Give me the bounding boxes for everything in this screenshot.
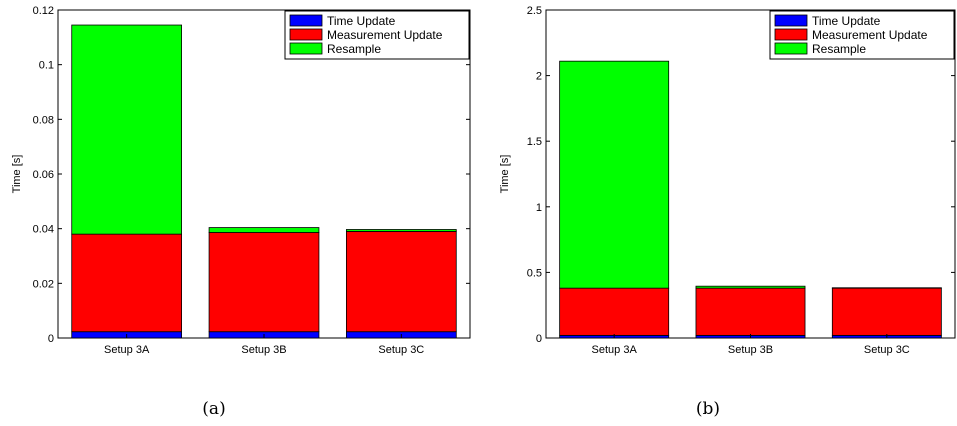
bar-resample [71, 24, 182, 235]
y-tick-label: 2 [536, 71, 542, 83]
figure-caption: (b) [696, 399, 720, 419]
legend-label: Time Update [812, 14, 881, 28]
y-tick-label: 0.08 [33, 114, 54, 126]
legend-label: Time Update [327, 14, 396, 28]
legend-swatch [774, 42, 808, 55]
y-tick-label: 1.5 [527, 136, 542, 148]
y-axis-label: Time [s] [11, 155, 23, 194]
bar-measurement-update [71, 233, 182, 333]
y-axis-label: Time [s] [499, 155, 511, 194]
legend-swatch [774, 28, 808, 41]
legend-swatch [289, 14, 323, 27]
y-tick-label: 0.06 [33, 169, 54, 181]
x-tick-label: Setup 3C [864, 344, 910, 356]
y-tick-label: 0.02 [33, 278, 54, 290]
y-tick-label: 0 [536, 333, 542, 345]
legend-label: Measurement Update [812, 28, 928, 42]
x-tick-label: Setup 3C [378, 344, 424, 356]
bar-resample [208, 227, 320, 233]
chart-b: 0 0.5 1 1.5 2 2.5 Time [s] Setup 3A Setup 3B Setu… [499, 5, 956, 419]
figure-caption: (a) [202, 399, 225, 419]
bar-measurement-update [831, 287, 942, 336]
x-tick-label: Setup 3B [241, 344, 286, 356]
y-tick-label: 0.5 [527, 267, 542, 279]
x-tick-label: Setup 3A [104, 344, 150, 356]
chart-a: 0 0.02 0.04 0.06 0.08 0.1 0.12 Time [s] Setup 3A… [11, 5, 471, 419]
x-tick-label: Setup 3A [592, 344, 638, 356]
legend-swatch [289, 28, 323, 41]
legend-label: Measurement Update [327, 28, 443, 42]
x-tick-label: Setup 3B [728, 344, 773, 356]
y-tick-label: 0.04 [33, 224, 54, 236]
bar-resample [345, 229, 457, 232]
bar-resample [695, 285, 806, 289]
bar-measurement-update [208, 232, 320, 333]
bar-measurement-update [559, 287, 670, 336]
y-tick-label: 0 [48, 333, 54, 345]
y-tick-label: 0.1 [39, 60, 54, 72]
bar-resample [559, 60, 670, 289]
legend-swatch [289, 42, 323, 55]
legend-swatch [774, 14, 808, 27]
bar-measurement-update [695, 287, 806, 336]
legend-label: Resample [812, 42, 866, 56]
y-tick-label: 1 [536, 202, 542, 214]
y-tick-label: 2.5 [527, 5, 542, 17]
y-tick-label: 0.12 [33, 5, 54, 17]
legend-label: Resample [327, 42, 381, 56]
bar-measurement-update [345, 230, 457, 333]
